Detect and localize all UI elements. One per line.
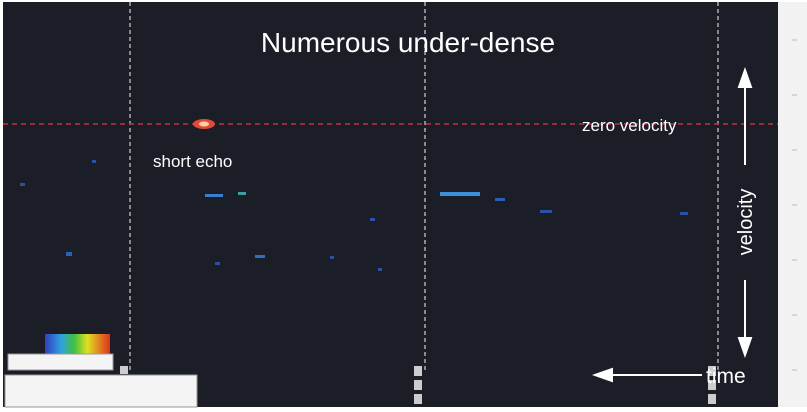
zero-velocity-label: zero velocity [582,116,677,135]
page: Numerous under-dense short echo zero vel… [0,0,807,412]
spectrogram [3,2,778,407]
short-echo-core [199,122,209,127]
color-bar [45,334,110,354]
info-box [8,354,113,370]
title: Numerous under-dense [261,27,555,58]
short-echo-label: short echo [153,152,232,171]
status-box [5,375,197,407]
velocity-label: velocity [735,189,757,256]
spectrogram-view: Numerous under-dense short echo zero vel… [0,0,807,412]
time-label: time [706,365,746,388]
